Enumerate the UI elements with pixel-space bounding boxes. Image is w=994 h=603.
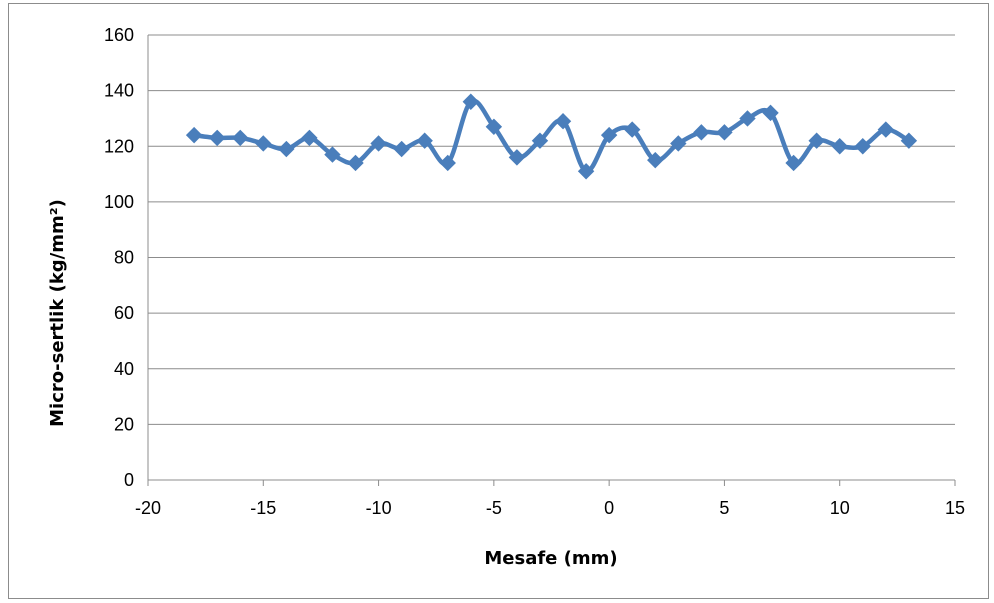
data-point-marker — [854, 138, 871, 155]
data-point-marker — [716, 124, 733, 141]
y-tick-label: 160 — [104, 25, 134, 45]
data-point-marker — [416, 132, 433, 149]
data-point-marker — [808, 132, 825, 149]
data-point-marker — [785, 154, 802, 172]
data-point-marker — [600, 126, 618, 144]
grid-lines — [148, 34, 955, 425]
y-tick-label: 40 — [114, 359, 134, 379]
x-tick-label: 15 — [945, 498, 965, 518]
data-point-marker — [647, 151, 664, 169]
data-point-marker — [278, 140, 295, 158]
tick-labels: 0 20 40 60 80 100 120 140 160 -20 -15 -10 -5 0 5 10 15 — [104, 25, 965, 518]
data-point-marker — [877, 121, 895, 138]
data-point-marker — [508, 149, 526, 166]
data-point-marker — [462, 93, 480, 110]
data-point-marker — [485, 118, 503, 135]
x-tick-label: -10 — [366, 498, 392, 518]
x-tick-label: -5 — [486, 498, 502, 518]
data-point-marker — [623, 121, 641, 138]
x-tick-label: -15 — [250, 498, 276, 518]
series-layer — [185, 93, 918, 180]
data-point-marker — [208, 129, 226, 147]
data-point-marker — [324, 146, 341, 163]
x-tick-label: -20 — [135, 498, 161, 518]
data-point-marker — [255, 135, 272, 152]
x-tick-label: 0 — [604, 498, 614, 518]
data-point-marker — [739, 110, 756, 127]
data-point-marker — [370, 135, 387, 152]
y-tick-label: 0 — [124, 470, 134, 490]
data-point-marker — [301, 129, 318, 147]
x-axis-title: Mesafe (mm) — [484, 548, 617, 569]
y-tick-label: 60 — [114, 303, 134, 323]
data-point-marker — [693, 124, 710, 141]
chart-area — [8, 3, 989, 599]
data-point-marker — [554, 113, 572, 130]
data-point-marker — [185, 126, 203, 144]
x-tick-label: 5 — [719, 498, 729, 518]
y-axis-title: Micro-sertlik (kg/mm²) — [47, 199, 68, 427]
x-tick-label: 10 — [830, 498, 850, 518]
data-point-marker — [531, 132, 549, 149]
data-point-marker — [393, 140, 410, 158]
y-tick-label: 140 — [104, 81, 134, 101]
data-point-marker — [831, 138, 848, 155]
data-point-marker — [900, 132, 918, 149]
data-point-marker — [232, 129, 249, 147]
data-point-marker — [577, 163, 595, 180]
data-point-marker — [762, 104, 779, 122]
axes — [147, 35, 956, 486]
y-tick-label: 100 — [104, 192, 134, 212]
data-point-marker — [439, 154, 456, 172]
y-tick-label: 80 — [114, 248, 134, 268]
data-point-marker — [670, 135, 687, 152]
y-tick-label: 120 — [104, 136, 134, 156]
y-tick-label: 20 — [114, 414, 134, 434]
data-point-marker — [347, 154, 364, 172]
series-line — [193, 98, 911, 174]
